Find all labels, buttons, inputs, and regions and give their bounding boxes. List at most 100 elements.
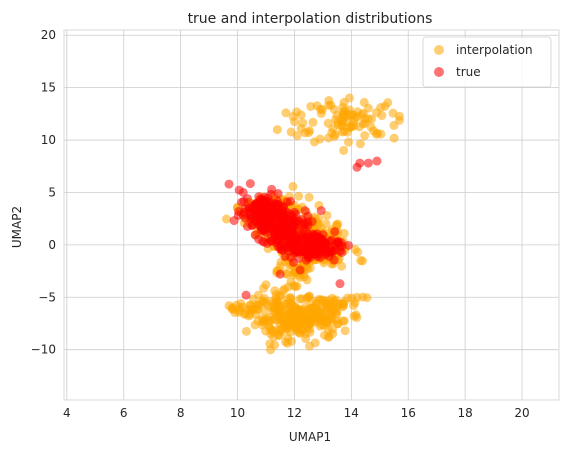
x-tick-label: 18 — [457, 406, 472, 420]
data-point — [335, 279, 345, 289]
data-point — [304, 126, 314, 136]
data-point — [383, 98, 393, 108]
data-point — [269, 332, 279, 342]
data-point — [339, 126, 349, 136]
legend: interpolation true — [422, 36, 552, 88]
data-point — [269, 217, 279, 227]
data-point — [281, 108, 291, 118]
data-point — [298, 223, 308, 233]
data-point — [275, 269, 285, 279]
data-point — [304, 192, 314, 202]
data-point — [340, 326, 350, 336]
data-point — [353, 247, 363, 257]
data-point — [328, 124, 338, 134]
data-point — [315, 134, 325, 144]
data-point — [352, 112, 362, 122]
data-point — [295, 265, 305, 275]
data-point — [303, 211, 313, 221]
data-point — [253, 305, 263, 315]
data-point — [315, 246, 325, 256]
data-points — [221, 93, 404, 355]
data-point — [296, 305, 306, 315]
x-axis-label: UMAP1 — [289, 430, 331, 444]
data-point — [263, 300, 273, 310]
data-point — [352, 292, 362, 302]
tick-labels: 4 6 8 10 12 14 16 18 20 −10 −5 0 5 10 15 20 — [31, 28, 530, 420]
data-point — [310, 338, 320, 348]
data-point — [294, 191, 304, 201]
data-point — [278, 286, 288, 296]
data-point — [238, 187, 248, 197]
data-point — [339, 97, 349, 107]
data-point — [254, 234, 264, 244]
data-point — [294, 253, 304, 263]
data-point — [296, 123, 306, 133]
data-point — [372, 156, 382, 166]
x-tick-label: 12 — [287, 406, 302, 420]
data-point — [363, 158, 373, 168]
data-point — [313, 313, 323, 323]
y-tick-label: 5 — [48, 185, 56, 199]
legend-label-interpolation: interpolation — [456, 43, 533, 57]
data-point — [352, 313, 362, 323]
series-true — [224, 156, 382, 300]
y-tick-label: 0 — [48, 238, 56, 252]
data-point — [277, 229, 287, 239]
data-point — [305, 327, 315, 337]
data-point — [343, 117, 353, 127]
data-point — [360, 131, 370, 141]
data-point — [247, 221, 257, 231]
data-point — [285, 298, 295, 308]
data-point — [367, 114, 377, 124]
data-point — [241, 290, 251, 300]
data-point — [286, 252, 296, 262]
data-point — [260, 218, 270, 228]
data-point — [343, 137, 353, 147]
data-point — [338, 316, 348, 326]
data-point — [331, 239, 341, 249]
axes-frame — [63, 29, 560, 401]
data-point — [267, 325, 277, 335]
data-point — [389, 120, 399, 130]
y-tick-label: −5 — [38, 290, 56, 304]
data-point — [258, 225, 268, 235]
data-point — [306, 304, 316, 314]
data-point — [330, 227, 340, 237]
data-point — [337, 299, 347, 309]
data-point — [287, 336, 297, 346]
x-tick-label: 16 — [401, 406, 416, 420]
data-point — [288, 111, 298, 121]
data-point — [262, 314, 272, 324]
data-point — [317, 105, 327, 115]
data-point — [250, 320, 260, 330]
data-point — [316, 206, 326, 216]
data-point — [339, 145, 349, 155]
data-point — [279, 202, 289, 212]
data-point — [332, 306, 342, 316]
legend-label-true: true — [456, 65, 481, 79]
data-point — [279, 214, 289, 224]
data-point — [314, 236, 324, 246]
data-point — [355, 158, 365, 168]
data-point — [292, 313, 302, 323]
data-point — [324, 133, 334, 143]
legend-marker-true — [434, 67, 444, 77]
data-point — [337, 261, 347, 271]
data-point — [357, 256, 367, 266]
x-tick-label: 8 — [177, 406, 185, 420]
data-point — [227, 304, 237, 314]
data-point — [332, 220, 342, 230]
data-point — [224, 179, 234, 189]
data-point — [307, 243, 317, 253]
data-point — [394, 111, 404, 121]
x-tick-label: 10 — [230, 406, 245, 420]
data-point — [286, 127, 296, 137]
data-point — [324, 100, 334, 110]
data-point — [325, 308, 335, 318]
data-point — [321, 219, 331, 229]
data-point — [273, 188, 283, 198]
data-point — [261, 280, 271, 290]
data-point — [245, 179, 255, 189]
data-point — [297, 294, 307, 304]
